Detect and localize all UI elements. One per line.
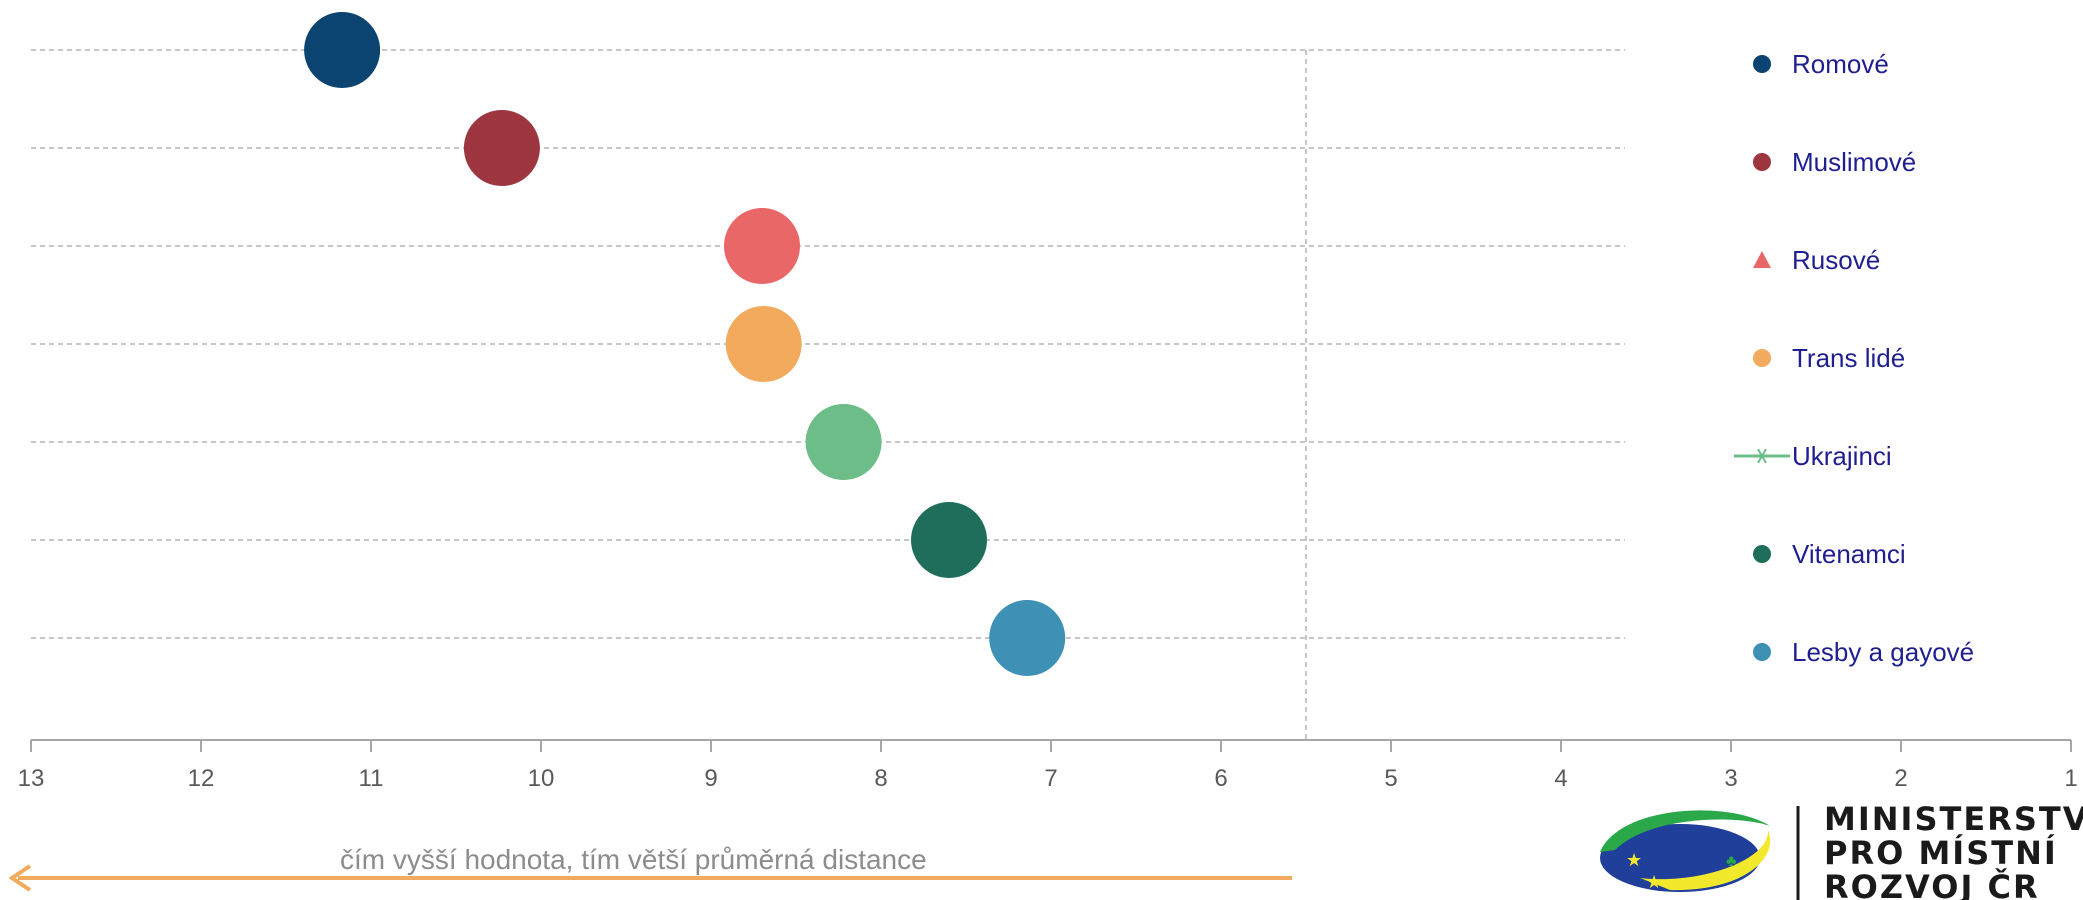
x-tick-label: 12 <box>188 765 215 792</box>
logo-star-icon: ★ <box>1646 872 1662 892</box>
ministry-logo: ★ ★ ♣ MINISTERSTVO PRO MÍSTNÍ ROZVOJ ČR <box>1600 800 2083 900</box>
data-point <box>805 404 882 480</box>
data-point <box>304 12 381 88</box>
x-tick-label: 10 <box>528 765 555 792</box>
logo-emblem: ★ ★ ♣ <box>1600 810 1771 892</box>
legend-marker-circle <box>1753 545 1771 563</box>
legend-label: Vitenamci <box>1792 539 1906 569</box>
legend-label: Rusové <box>1792 245 1880 275</box>
data-point <box>989 600 1066 676</box>
x-tick-label: 13 <box>18 765 45 792</box>
data-point <box>911 502 987 578</box>
data-point <box>724 208 800 284</box>
data-point <box>725 306 802 382</box>
data-points <box>304 12 1066 676</box>
legend-marker-triangle <box>1753 251 1771 268</box>
logo-line-2: PRO MÍSTNÍ <box>1824 834 2058 872</box>
annotation: čím vyšší hodnota, tím větší průměrná di… <box>8 844 1292 892</box>
legend-marker-circle <box>1753 349 1771 367</box>
x-tick-label: 9 <box>704 765 717 792</box>
annotation-text: čím vyšší hodnota, tím větší průměrná di… <box>340 844 927 875</box>
legend-marker-star-stroke <box>1757 448 1767 464</box>
data-point <box>463 110 540 186</box>
x-tick-label: 7 <box>1044 765 1057 792</box>
legend-marker-star-line <box>1734 448 1790 464</box>
logo-star-icon: ★ <box>1626 850 1642 870</box>
logo-leaf-icon: ♣ <box>1726 853 1737 870</box>
legend-marker-circle <box>1753 153 1771 171</box>
logo-green-shape <box>1600 810 1770 852</box>
logo-line-3: ROZVOJ ČR <box>1824 867 2040 900</box>
x-tick-label: 6 <box>1214 765 1227 792</box>
logo-yellow-shape <box>1640 830 1771 891</box>
legend: Romové Muslimové Rusové Trans lidé Ukrajinci… <box>1734 49 1974 667</box>
x-axis: 13 12 11 10 9 8 7 6 5 4 3 2 1 <box>18 739 2078 792</box>
legend-label: Romové <box>1792 49 1889 79</box>
x-tick-label: 11 <box>359 765 384 792</box>
x-tick-label: 3 <box>1724 765 1737 792</box>
legend-marker-circle <box>1753 55 1771 73</box>
legend-label: Trans lidé <box>1792 343 1905 373</box>
x-tick-label: 5 <box>1384 765 1397 792</box>
x-tick-label: 2 <box>1894 765 1907 792</box>
x-tick-label: 8 <box>874 765 887 792</box>
legend-label: Muslimové <box>1792 147 1916 177</box>
x-tick-label: 1 <box>2064 765 2077 792</box>
logo-line-1: MINISTERSTVO <box>1824 800 2083 838</box>
legend-label: Ukrajinci <box>1792 441 1892 471</box>
grid-lines <box>31 49 1625 740</box>
legend-marker-circle <box>1753 643 1771 661</box>
annotation-arrow-head <box>8 864 32 892</box>
x-tick-label: 4 <box>1554 765 1567 792</box>
legend-label: Lesby a gayové <box>1792 637 1974 667</box>
